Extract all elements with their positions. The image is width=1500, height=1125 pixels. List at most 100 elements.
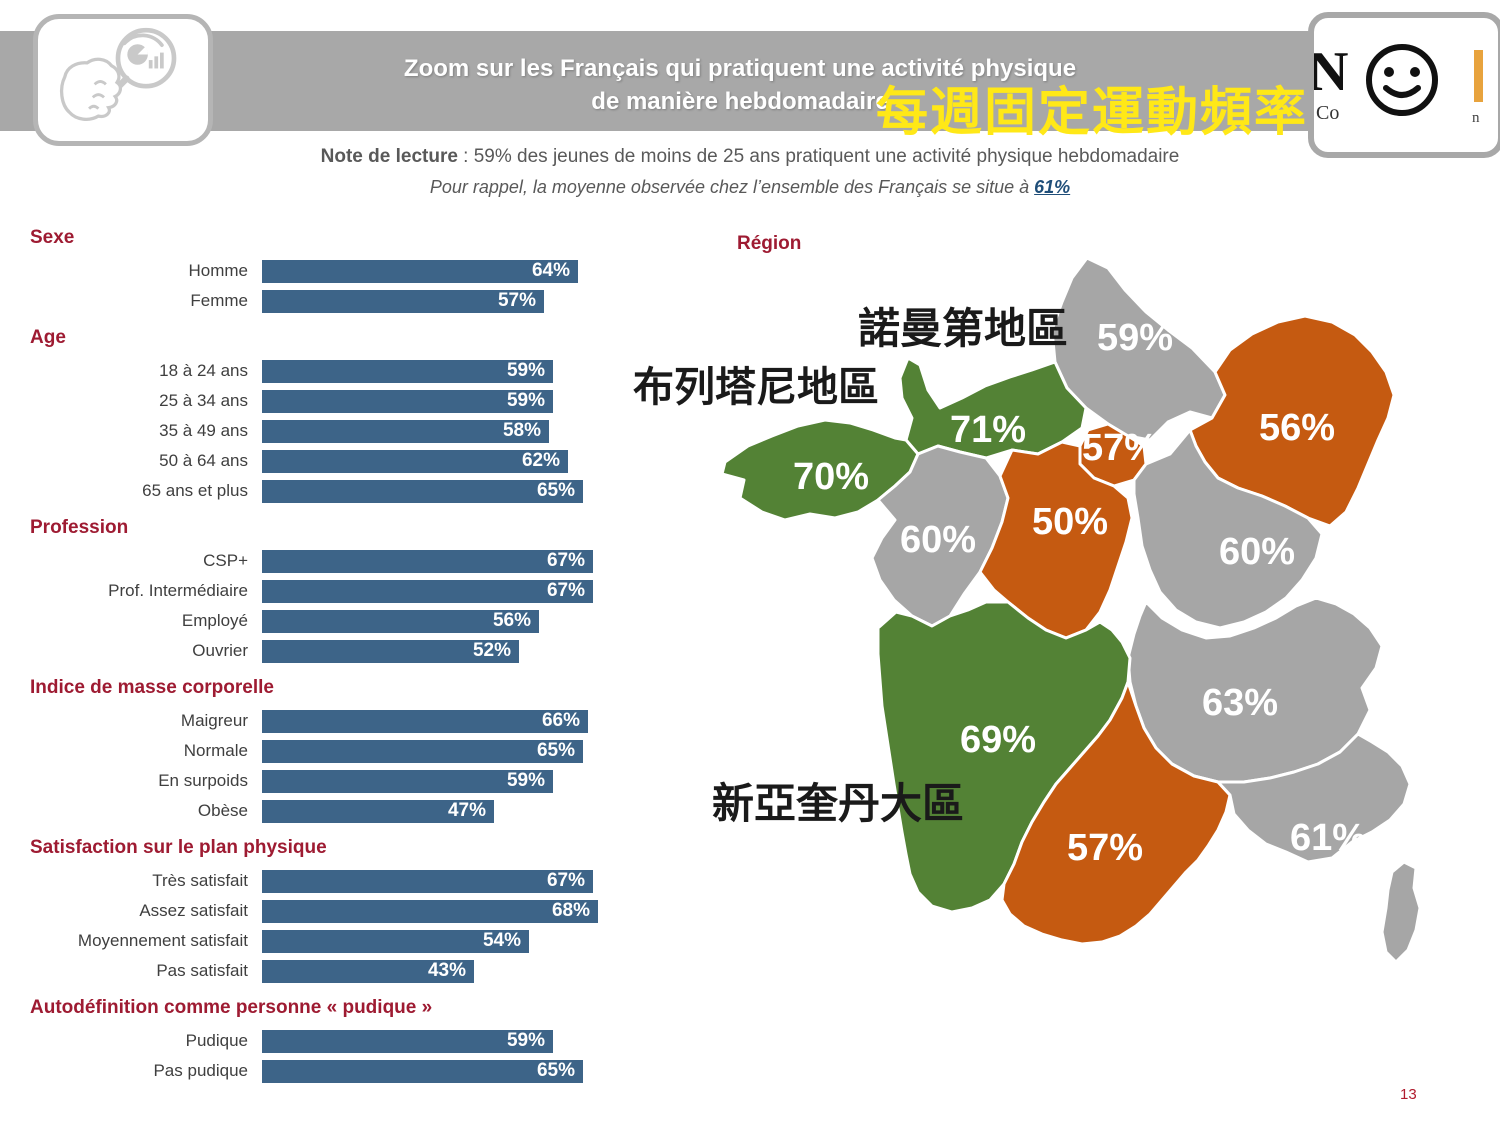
chart-row: Employé 56%	[30, 606, 615, 636]
page-title-line2: de manière hebdomadaire	[591, 88, 889, 115]
region-corse	[1380, 860, 1422, 964]
chart-row-label: Assez satisfait	[139, 901, 248, 920]
chart-row-label: 35 à 49 ans	[159, 421, 248, 440]
chart-row-label: Pas pudique	[153, 1061, 248, 1080]
chart-row: Pudique 59%	[30, 1026, 615, 1056]
chart-row-label: 18 à 24 ans	[159, 361, 248, 380]
annotation-brittany-zh: 布列塔尼地區	[633, 363, 879, 411]
chart-section-heading: Satisfaction sur le plan physique	[30, 837, 327, 858]
page-number: 13	[1400, 1086, 1417, 1103]
france-region-map: 59% 71% 57% 56% 70% 60% 50% 60% 63% 69% 57% 61%	[710, 250, 1500, 1070]
logo-orange-bar	[1474, 50, 1483, 102]
annotation-weekly-exercise-zh: 每週固定運動頻率	[876, 83, 1309, 143]
chart-row-label: Obèse	[197, 801, 248, 820]
map-region-value: 63%	[1202, 682, 1278, 724]
chart-bar: 65%	[262, 739, 583, 763]
reading-note: Note de lecture : 59% des jeunes de moin…	[0, 146, 1500, 168]
chart-row: Normale 65%	[30, 736, 615, 766]
chart-bar: 68%	[262, 899, 598, 923]
chart-bar: 43%	[262, 959, 474, 983]
chart-row-label: Homme	[188, 261, 248, 280]
chart-row-label: Normale	[183, 741, 248, 760]
chart-row-label: Femme	[190, 291, 248, 310]
chart-bar: 54%	[262, 929, 529, 953]
chart-bar: 52%	[262, 639, 519, 663]
annotation-nouvelle-aquitaine-zh: 新亞奎丹大區	[712, 779, 965, 828]
partial-logo-box: N Co n	[1308, 12, 1500, 158]
chart-section-heading: Indice de masse corporelle	[30, 677, 274, 698]
chart-row-label: En surpoids	[158, 771, 248, 790]
logo-small-letter: n	[1472, 110, 1480, 126]
chart-row-label: Employé	[181, 611, 248, 630]
chart-row-label: Très satisfait	[152, 871, 248, 890]
magnifier-pictogram-box	[33, 14, 213, 146]
map-region-value: 60%	[1219, 531, 1295, 573]
map-region-value: 50%	[1032, 501, 1108, 543]
map-region-value: 71%	[950, 409, 1026, 451]
map-region-value: 56%	[1259, 407, 1335, 449]
hand-magnifier-chart-icon	[59, 27, 177, 121]
chart-bar: 67%	[262, 579, 593, 603]
chart-row: CSP+ 67%	[30, 546, 615, 576]
map-region-value: 70%	[793, 456, 869, 498]
chart-row: Maigreur 66%	[30, 706, 615, 736]
chart-bar: 62%	[262, 449, 568, 473]
chart-row-label: Prof. Intermédiaire	[108, 581, 248, 600]
chart-bar: 64%	[262, 259, 578, 283]
region-centre-val-de-loire	[978, 440, 1134, 640]
chart-bar: 59%	[262, 389, 553, 413]
region-bourgogne-franche-comte	[1132, 428, 1324, 630]
chart-row-label: Ouvrier	[192, 641, 248, 660]
chart-row: En surpoids 59%	[30, 766, 615, 796]
chart-row: Pas pudique 65%	[30, 1056, 615, 1086]
annotation-normandy-zh: 諾曼第地區	[858, 304, 1069, 353]
chart-bar: 57%	[262, 289, 544, 313]
chart-row: Ouvrier 52%	[30, 636, 615, 666]
chart-row: Femme 57%	[30, 286, 615, 316]
header-band	[0, 31, 1500, 131]
logo-letter: N	[1308, 41, 1349, 103]
chart-row: 25 à 34 ans 59%	[30, 386, 615, 416]
chart-row: 50 à 64 ans 62%	[30, 446, 615, 476]
map-region-value: 60%	[900, 519, 976, 561]
page-title: Zoom sur les Français qui pratiquent une…	[0, 52, 1480, 118]
chart-row: Assez satisfait 68%	[30, 896, 615, 926]
chart-bar: 65%	[262, 1059, 583, 1083]
average-percentage-link[interactable]: 61%	[1034, 177, 1071, 197]
chart-bar: 47%	[262, 799, 494, 823]
chart-bar: 59%	[262, 359, 553, 383]
chart-bar: 66%	[262, 709, 588, 733]
chart-section-heading: Autodéfinition comme personne « pudique …	[30, 997, 433, 1018]
chart-row: 18 à 24 ans 59%	[30, 356, 615, 386]
chart-bar: 67%	[262, 549, 593, 573]
chart-row-label: CSP+	[203, 551, 248, 570]
chart-row-label: Pudique	[185, 1031, 248, 1050]
map-region-value: 61%	[1290, 817, 1366, 859]
reading-note-label: Note de lecture	[320, 146, 458, 167]
chart-row-label: Pas satisfait	[156, 961, 248, 980]
page-title-line1: Zoom sur les Français qui pratiquent une…	[403, 55, 1077, 82]
chart-bar: 58%	[262, 419, 549, 443]
map-region-value: 69%	[960, 719, 1036, 761]
smiley-icon	[1366, 44, 1438, 116]
chart-row-label: 50 à 64 ans	[159, 451, 248, 470]
chart-row: Obèse 47%	[30, 796, 615, 826]
chart-row: Très satisfait 67%	[30, 866, 615, 896]
map-region-value: 57%	[1067, 827, 1143, 869]
region-provence-alpes-cote-d-azur	[1216, 732, 1412, 864]
recall-note: Pour rappel, la moyenne observée chez l’…	[0, 177, 1500, 198]
reading-note-text: : 59% des jeunes de moins de 25 ans prat…	[457, 146, 1180, 167]
chart-row: Moyennement satisfait 54%	[30, 926, 615, 956]
chart-bar: 67%	[262, 869, 593, 893]
chart-row: Prof. Intermédiaire 67%	[30, 576, 615, 606]
chart-row: 65 ans et plus 65%	[30, 476, 615, 506]
chart-row-label: 25 à 34 ans	[159, 391, 248, 410]
chart-bar: 59%	[262, 769, 553, 793]
chart-bar: 65%	[262, 479, 583, 503]
chart-bar: 59%	[262, 1029, 553, 1053]
chart-row-label: Maigreur	[180, 711, 248, 730]
recall-note-text: Pour rappel, la moyenne observée chez l’…	[429, 177, 1035, 197]
chart-section-heading: Profession	[30, 517, 129, 538]
chart-row-label: Moyennement satisfait	[77, 931, 248, 950]
